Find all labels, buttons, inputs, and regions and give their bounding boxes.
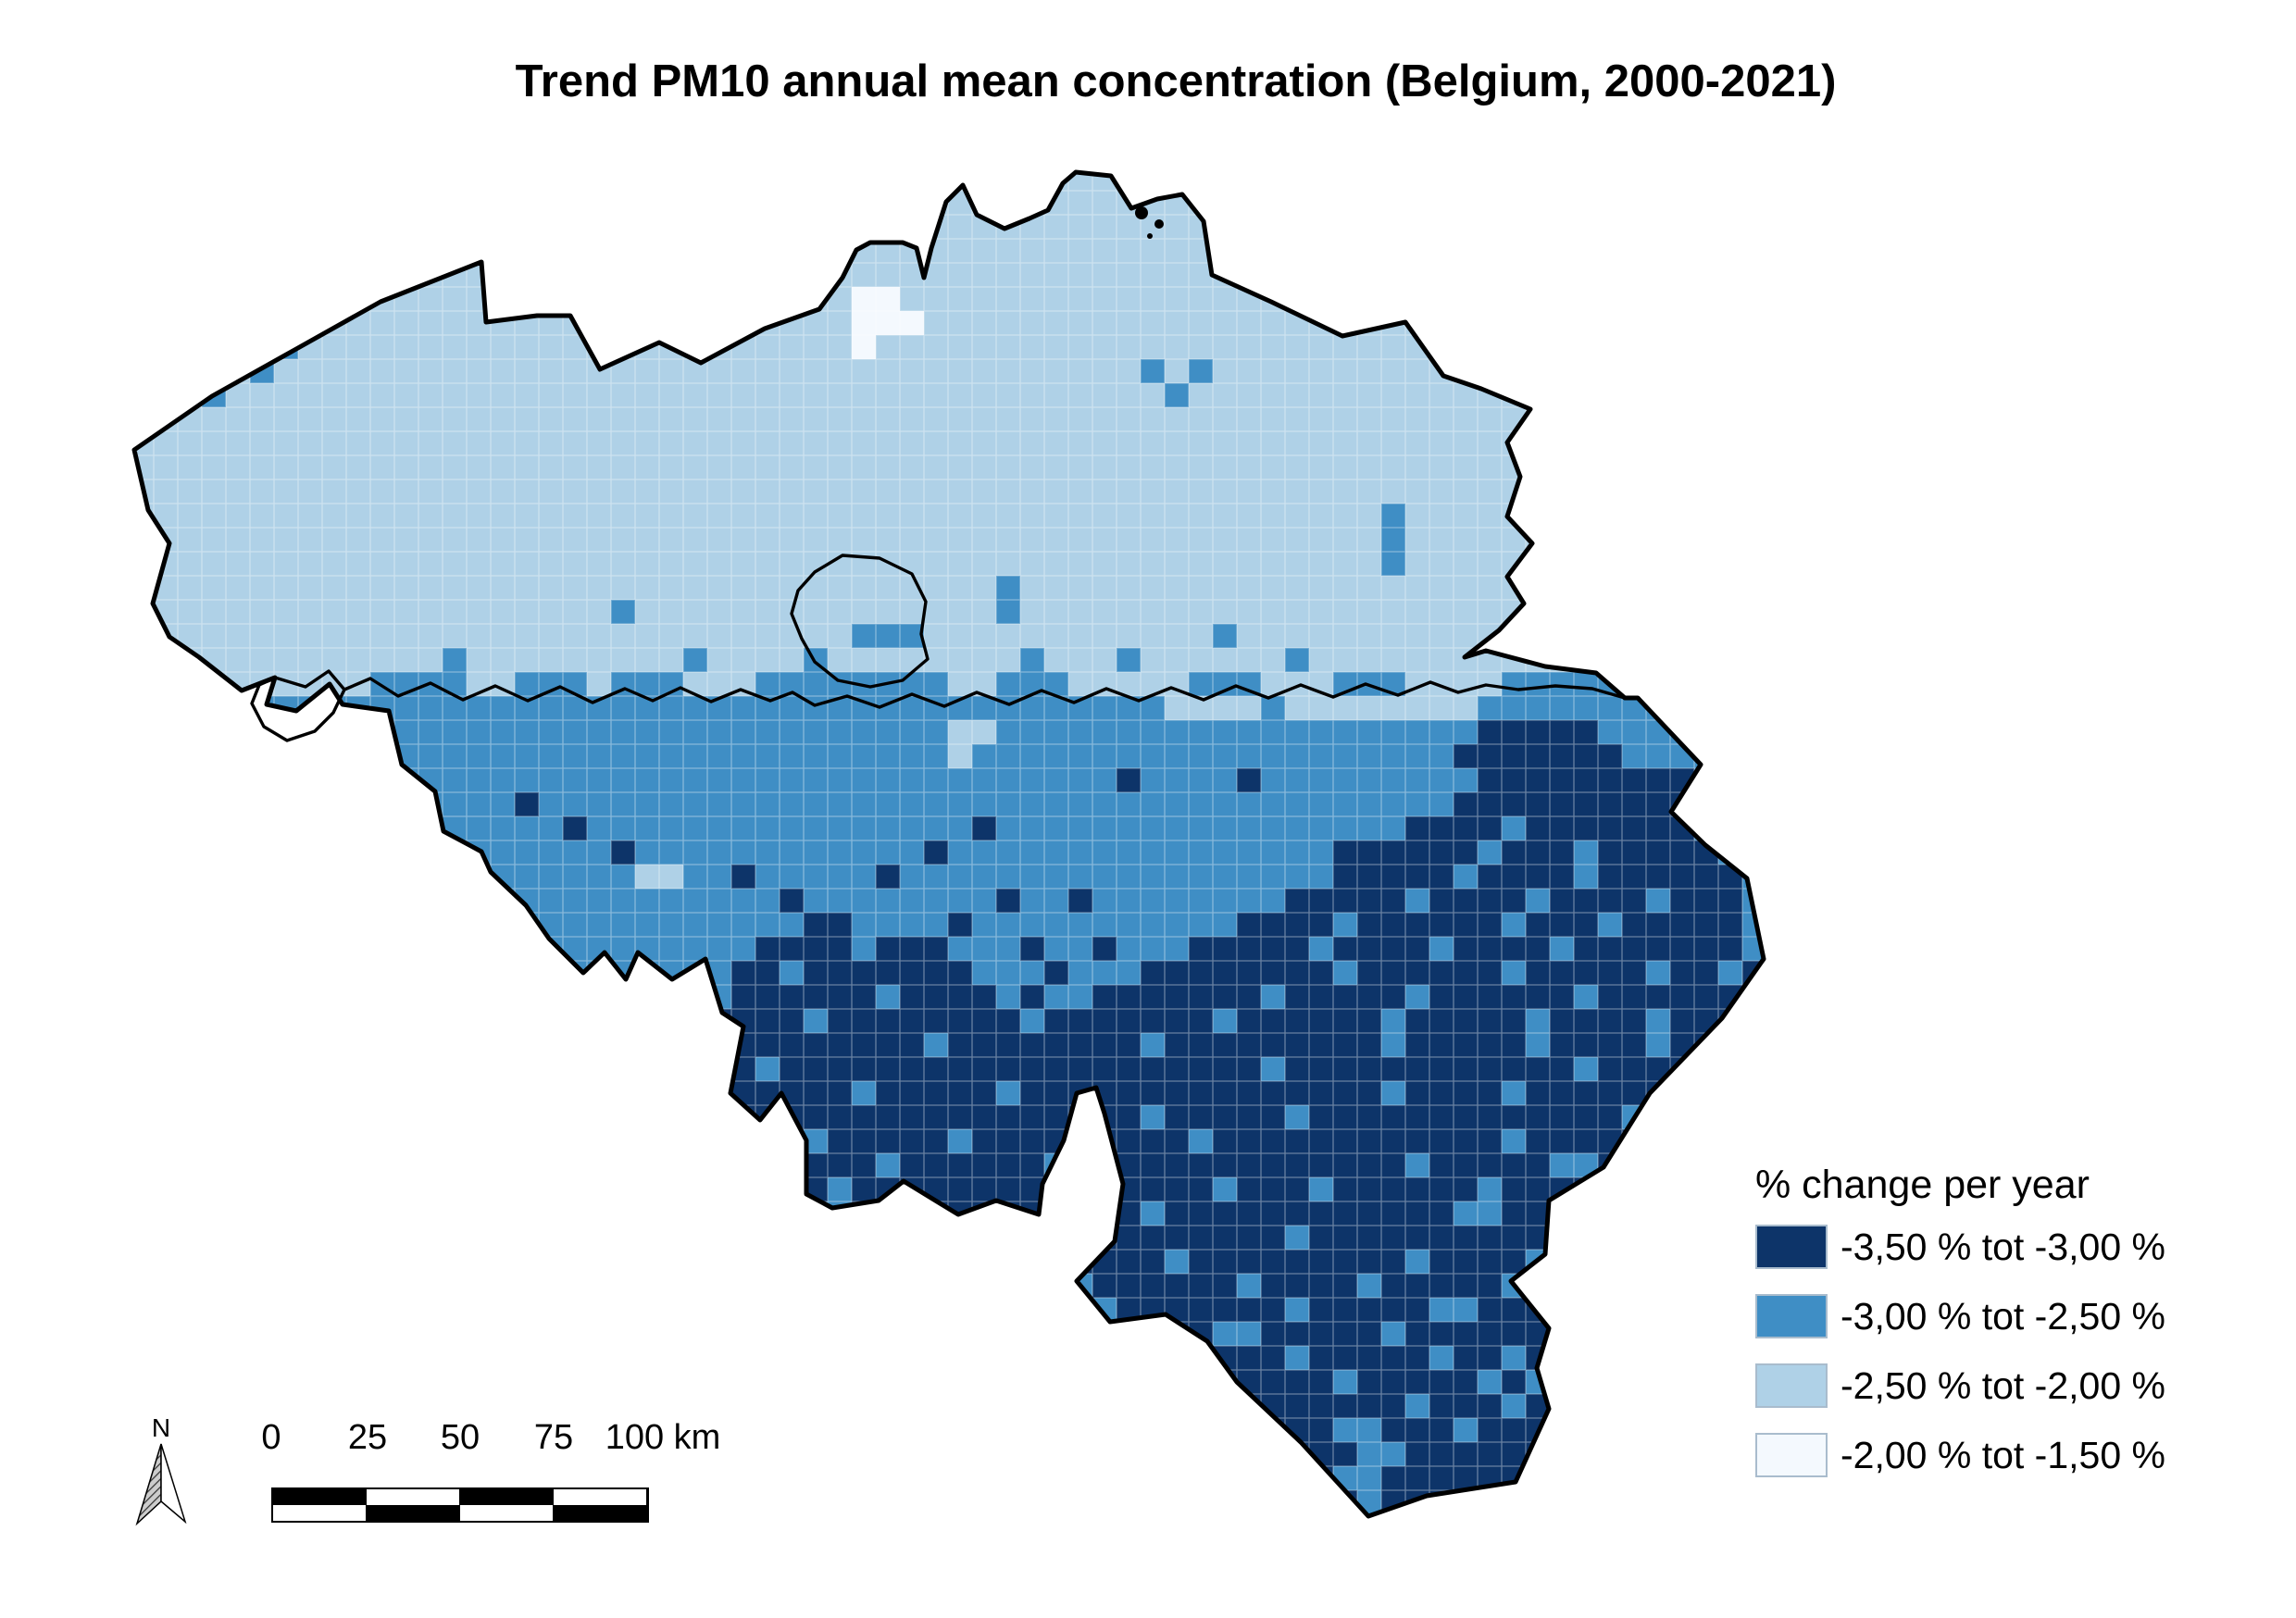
- scale-bar-segment: [460, 1489, 554, 1505]
- scale-label-75: 75: [533, 1418, 574, 1457]
- north-arrow-icon: N: [135, 1413, 187, 1526]
- scale-bar-segment: [554, 1489, 647, 1505]
- legend-swatch-light: [1755, 1363, 1828, 1408]
- legend-item: -2,00 % tot -1,50 %: [1755, 1433, 2165, 1477]
- brussels-region-outline: [790, 554, 930, 689]
- scale-bar-segment: [367, 1489, 460, 1505]
- north-label: N: [152, 1413, 170, 1442]
- legend-swatch-medium: [1755, 1294, 1828, 1338]
- scale-bar-segment: [273, 1489, 367, 1505]
- scale-label-100: 100 km: [605, 1418, 721, 1457]
- legend: % change per year -3,50 % tot -3,00 % -3…: [1755, 1163, 2165, 1502]
- scale-label-50: 50: [440, 1418, 480, 1457]
- scale-bar-segment: [460, 1505, 554, 1521]
- scale-bar-segment: [273, 1505, 367, 1521]
- legend-title: % change per year: [1755, 1163, 2090, 1207]
- scale-bar-segment: [367, 1505, 460, 1521]
- scale-bar-segment: [554, 1505, 647, 1521]
- legend-item: -3,00 % tot -2,50 %: [1755, 1294, 2165, 1338]
- legend-label: -2,50 % tot -2,00 %: [1841, 1363, 2165, 1407]
- scale-label-25: 25: [347, 1418, 388, 1457]
- language-border-line: [273, 669, 1627, 709]
- belgium-outline: [131, 169, 1766, 1519]
- legend-label: -3,50 % tot -3,00 %: [1841, 1225, 2165, 1268]
- legend-swatch-dark: [1755, 1225, 1828, 1269]
- legend-item: -2,50 % tot -2,00 %: [1755, 1363, 2165, 1408]
- legend-item: -3,50 % tot -3,00 %: [1755, 1225, 2165, 1269]
- baarle-enclaves-icon: [1135, 206, 1164, 239]
- legend-label: -2,00 % tot -1,50 %: [1841, 1433, 2165, 1476]
- scale-label-0: 0: [261, 1418, 281, 1457]
- page-title: Trend PM10 annual mean concentration (Be…: [515, 56, 1837, 106]
- legend-swatch-palest: [1755, 1433, 1828, 1477]
- scale-bar: [271, 1487, 649, 1523]
- comines-border-line: [250, 676, 346, 742]
- legend-label: -3,00 % tot -2,50 %: [1841, 1294, 2165, 1338]
